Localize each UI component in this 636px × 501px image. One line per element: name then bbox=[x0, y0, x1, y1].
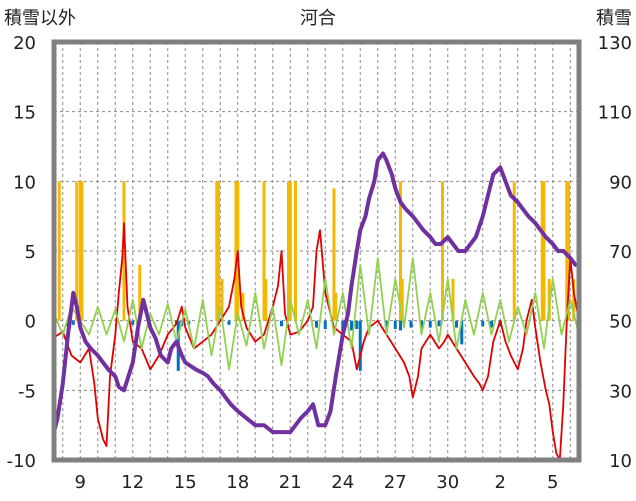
precip-bar bbox=[287, 181, 290, 321]
precip-bar bbox=[217, 181, 220, 321]
sun-bar bbox=[131, 320, 135, 325]
x-tick-label: 27 bbox=[384, 472, 407, 493]
sun-bar bbox=[428, 320, 432, 328]
sun-bar bbox=[460, 320, 464, 345]
snow-line bbox=[52, 151, 581, 435]
y-left-axis-title: 積雪以外 bbox=[4, 8, 76, 29]
precip-bar bbox=[220, 278, 224, 321]
precip-bar bbox=[262, 181, 266, 321]
precip-bar bbox=[400, 278, 404, 321]
y-left-tick-label: -5 bbox=[18, 381, 36, 402]
precip-bar bbox=[78, 181, 82, 321]
sun-bar bbox=[350, 320, 353, 331]
y-left-tick-label: 5 bbox=[25, 242, 36, 263]
y-left-tick-label: 15 bbox=[13, 103, 36, 124]
y-right-tick-label: 110 bbox=[598, 103, 632, 124]
sun-bar bbox=[355, 320, 359, 330]
sun-bar bbox=[71, 320, 75, 325]
x-tick-label: 15 bbox=[174, 472, 197, 493]
x-tick-label: 12 bbox=[121, 472, 144, 493]
sun-bar bbox=[393, 320, 397, 330]
y-right-tick-labels: 10 30 50 70 90 110 130 bbox=[598, 33, 632, 472]
precip-bar bbox=[334, 292, 338, 321]
precip-bar bbox=[294, 181, 297, 321]
precip-bar bbox=[332, 188, 336, 321]
precip-bar bbox=[80, 181, 84, 321]
precip-bar bbox=[547, 278, 551, 321]
sun-bar bbox=[227, 320, 231, 325]
precip-bar bbox=[512, 181, 516, 321]
sun-bar bbox=[409, 320, 413, 328]
precip-bar bbox=[234, 181, 238, 321]
y-left-tick-label: -10 bbox=[7, 451, 36, 472]
sun-bar bbox=[437, 320, 441, 327]
precip-bar bbox=[565, 181, 569, 321]
sun-bar bbox=[315, 320, 318, 328]
x-tick-labels: 9 12 15 18 21 24 27 30 2 5 bbox=[75, 472, 559, 493]
precip-bar bbox=[264, 278, 268, 321]
sun-bar bbox=[490, 320, 493, 328]
sun-bar bbox=[399, 320, 402, 331]
y-left-tick-labels: -10 -5 0 5 10 15 20 bbox=[7, 33, 36, 472]
y-right-tick-label: 90 bbox=[609, 172, 632, 193]
precip-bar bbox=[567, 181, 570, 321]
precip-bar bbox=[57, 181, 61, 321]
precip-bar bbox=[241, 292, 245, 321]
y-left-tick-label: 20 bbox=[13, 33, 36, 54]
precip-bar bbox=[540, 181, 544, 321]
temp-line bbox=[53, 222, 580, 461]
sun-bar bbox=[455, 320, 458, 328]
precip-bar bbox=[441, 181, 444, 321]
y-right-tick-label: 10 bbox=[609, 451, 632, 472]
precip-bar bbox=[451, 278, 455, 321]
x-tick-label: 5 bbox=[547, 472, 558, 493]
y-right-axis-title: 積雪 bbox=[596, 8, 632, 29]
chart-title: 河合 bbox=[300, 8, 336, 29]
x-tick-label: 9 bbox=[75, 472, 86, 493]
sun-bar bbox=[358, 320, 362, 371]
line-series-group bbox=[52, 151, 581, 461]
x-tick-label: 24 bbox=[331, 472, 354, 493]
x-tick-label: 30 bbox=[436, 472, 459, 493]
precip-bar bbox=[572, 278, 576, 321]
x-tick-label: 18 bbox=[226, 472, 249, 493]
y-right-tick-label: 70 bbox=[609, 242, 632, 263]
sun-bar bbox=[280, 320, 283, 327]
x-tick-label: 2 bbox=[495, 472, 506, 493]
sun-bar bbox=[341, 320, 345, 332]
precip-bar bbox=[122, 181, 126, 321]
precip-bar bbox=[542, 181, 546, 321]
y-right-tick-label: 30 bbox=[609, 381, 632, 402]
y-right-tick-label: 50 bbox=[609, 312, 632, 333]
sun-bar bbox=[323, 320, 327, 330]
precip-bar bbox=[75, 181, 79, 321]
y-left-tick-label: 0 bbox=[25, 312, 36, 333]
sun-bar bbox=[481, 320, 485, 327]
wind-line bbox=[53, 257, 580, 371]
sun-bar bbox=[420, 320, 423, 330]
precip-bar bbox=[215, 181, 219, 321]
precip-bar bbox=[288, 181, 292, 321]
y-left-tick-label: 10 bbox=[13, 172, 36, 193]
x-tick-label: 21 bbox=[279, 472, 302, 493]
precip-bar bbox=[138, 264, 142, 321]
plot-frame bbox=[51, 39, 582, 463]
y-right-tick-label: 130 bbox=[598, 33, 632, 54]
sun-bar bbox=[385, 320, 388, 328]
precip-bar bbox=[399, 181, 402, 321]
